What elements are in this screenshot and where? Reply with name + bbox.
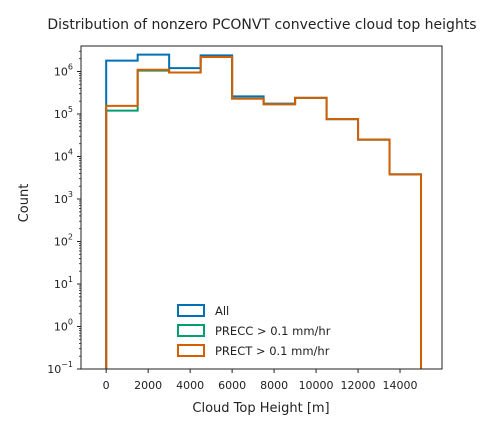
chart-title: Distribution of nonzero PCONVT convectiv… [47, 17, 476, 33]
y-tick-label: 105 [54, 105, 73, 121]
x-axis: 0 2000 4000 6000 8000 10000 12000 14000 [103, 369, 418, 392]
plot-series [105, 53, 423, 369]
legend-swatch [177, 324, 205, 337]
y-tick-label: 104 [54, 148, 73, 164]
y-tick-label: 100 [54, 318, 73, 334]
x-tick-label: 12000 [341, 379, 376, 392]
x-tick-label: 2000 [134, 379, 162, 392]
y-tick-label: 101 [54, 275, 73, 291]
legend: All PRECC > 0.1 mm/hr PRECT > 0.1 mm/hr [177, 304, 331, 358]
legend-swatch [177, 344, 205, 357]
x-tick-label: 0 [103, 379, 110, 392]
y-tick-label: 102 [54, 233, 73, 249]
legend-label: PRECT > 0.1 mm/hr [215, 344, 330, 358]
series-line-2 [105, 55, 423, 369]
x-tick-label: 10000 [299, 379, 334, 392]
x-tick-label: 8000 [260, 379, 288, 392]
x-tick-label: 6000 [218, 379, 246, 392]
legend-label: PRECC > 0.1 mm/hr [215, 324, 331, 338]
y-tick-label: 10−1 [47, 360, 73, 376]
y-axis-label: Count [17, 184, 32, 223]
x-axis-label: Cloud Top Height [m] [192, 401, 329, 416]
y-axis: 10−1 100 101 102 103 104 105 106 [47, 50, 81, 376]
plot-frame [80, 45, 443, 370]
y-tick-label: 106 [54, 63, 73, 79]
y-tick-label: 103 [54, 190, 73, 206]
x-tick-label: 14000 [383, 379, 418, 392]
legend-swatch [177, 304, 205, 317]
x-tick-label: 4000 [176, 379, 204, 392]
legend-label: All [215, 304, 229, 318]
